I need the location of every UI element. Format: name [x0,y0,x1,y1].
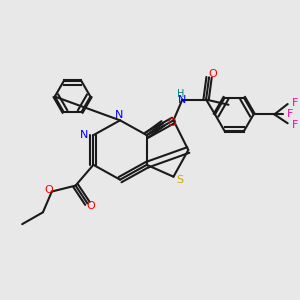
Text: N: N [178,94,187,105]
Text: O: O [167,118,176,128]
Text: O: O [44,185,53,195]
Text: O: O [87,201,95,212]
Text: F: F [287,110,293,119]
Text: N: N [80,130,88,140]
Text: S: S [176,175,183,185]
Text: F: F [292,98,298,107]
Text: N: N [114,110,123,120]
Text: H: H [177,89,184,99]
Text: F: F [292,120,298,130]
Text: O: O [208,69,217,79]
